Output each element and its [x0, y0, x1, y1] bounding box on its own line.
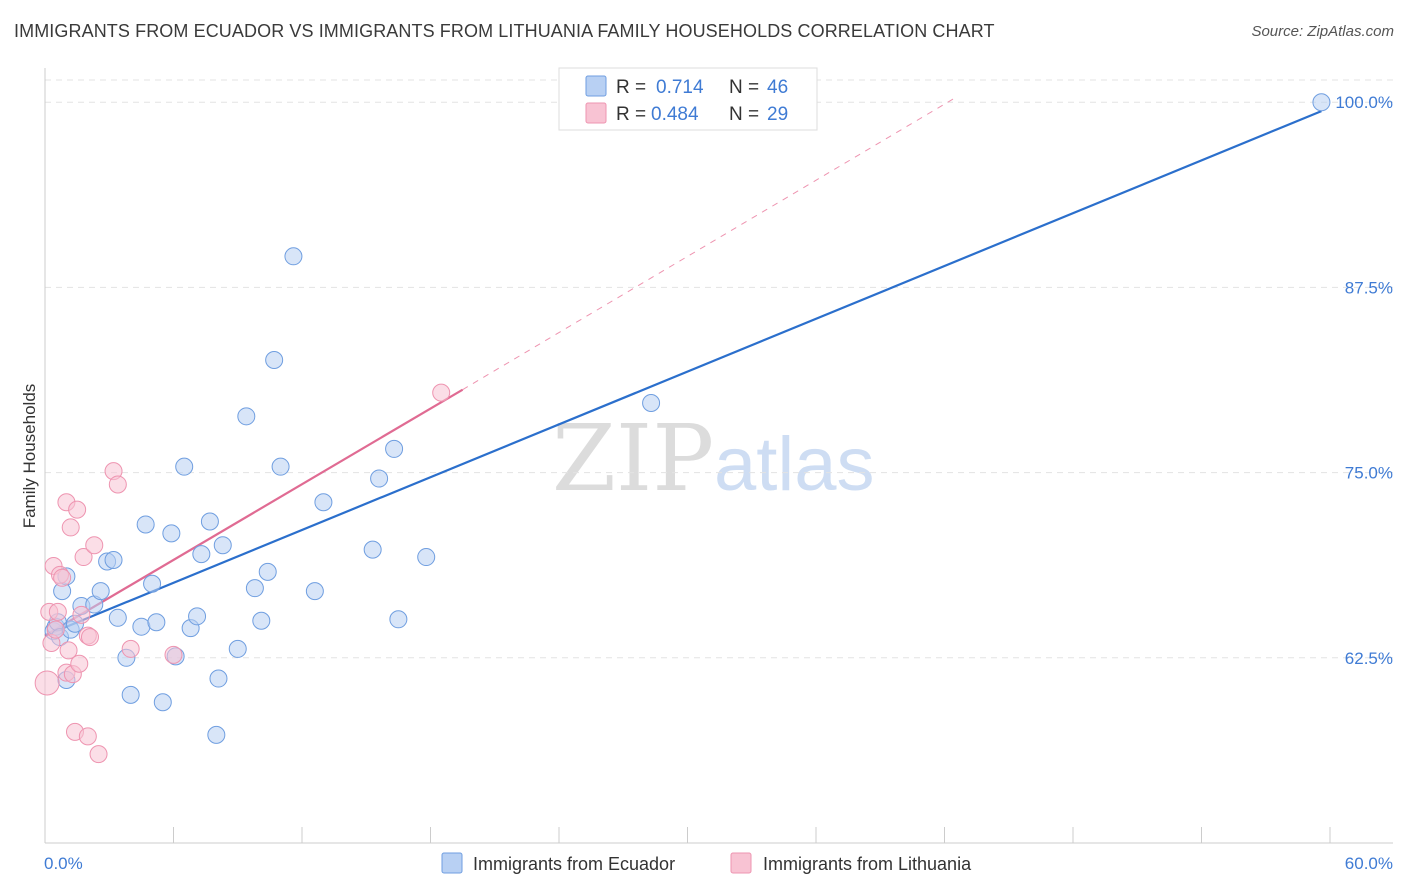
lithuania-point — [48, 602, 67, 621]
lithuania-point — [74, 548, 93, 567]
legend-n-label-lithuania: N = — [729, 104, 759, 125]
legend-n-label-ecuador: N = — [729, 77, 759, 98]
ecuador-point — [104, 551, 123, 570]
legend-swatch-ecuador — [585, 75, 607, 97]
bottom-legend-label-lithuania: Immigrants from Lithuania — [763, 854, 972, 874]
ecuador-point — [370, 469, 389, 488]
lithuania-point — [432, 383, 451, 402]
lithuania-point — [78, 727, 97, 746]
ecuador-point — [389, 610, 408, 629]
x-tick-label-min: 0.0% — [44, 854, 83, 873]
legend-r-value-ecuador: 0.714 — [656, 77, 704, 98]
bottom-legend-label-ecuador: Immigrants from Ecuador — [473, 854, 675, 874]
ecuador-point — [284, 247, 303, 266]
ecuador-point — [209, 669, 228, 688]
ecuador-point — [153, 693, 172, 712]
lithuania-point — [68, 500, 87, 519]
ecuador-point — [91, 582, 110, 601]
ecuador-point — [188, 607, 207, 626]
ecuador-point — [108, 608, 127, 627]
ecuador-point — [305, 582, 324, 601]
lithuania-point — [59, 641, 78, 660]
ecuador-point — [192, 545, 211, 564]
watermark-atlas: atlas — [714, 422, 875, 507]
lithuania-point — [34, 670, 60, 696]
ecuador-point — [642, 393, 661, 412]
ecuador-point — [213, 536, 232, 555]
lithuania-point — [89, 745, 108, 764]
lithuania-point — [108, 475, 127, 494]
gridlines — [45, 79, 1393, 659]
lithuania-point — [70, 654, 89, 673]
ecuador-point — [258, 562, 277, 581]
watermark: ZIP atlas — [552, 405, 875, 512]
ecuador-point — [175, 457, 194, 476]
bottom-legend: Immigrants from Ecuador Immigrants from … — [441, 852, 972, 874]
ecuador-point — [252, 611, 271, 630]
watermark-zip: ZIP — [552, 405, 714, 512]
ecuador-point — [132, 617, 151, 636]
lithuania-point — [53, 568, 72, 587]
ecuador-point — [1312, 93, 1331, 112]
ecuador-point — [200, 512, 219, 531]
legend-n-value-lithuania: 29 — [767, 104, 788, 125]
trend-lines — [44, 97, 1322, 637]
lithuania-point — [80, 628, 99, 647]
x-tick-label-max: 60.0% — [1345, 854, 1393, 873]
y-tick-label: 100.0% — [1335, 93, 1393, 112]
legend-n-value-ecuador: 46 — [767, 77, 788, 98]
y-tick-label: 62.5% — [1345, 649, 1393, 668]
y-axis-tick-labels: 62.5% 75.0% 87.5% 100.0% — [1335, 93, 1393, 668]
ecuador-point — [228, 639, 247, 658]
legend-swatch-lithuania — [585, 102, 607, 124]
source-credit: Source: ZipAtlas.com — [1251, 23, 1394, 40]
ecuador-point — [136, 515, 155, 534]
ecuador-point — [314, 493, 333, 512]
chart-title: IMMIGRANTS FROM ECUADOR VS IMMIGRANTS FR… — [14, 21, 995, 41]
data-points — [34, 93, 1331, 764]
ecuador-point — [265, 351, 284, 370]
legend-r-label-lithuania: R = — [616, 104, 646, 125]
ecuador-point — [363, 540, 382, 559]
legend-r-value-lithuania: 0.484 — [651, 104, 699, 125]
ecuador-point — [121, 685, 140, 704]
lithuania-point — [121, 639, 140, 658]
lithuania-point — [46, 620, 65, 639]
trend-line-lithuania — [44, 388, 464, 637]
y-tick-label: 87.5% — [1345, 278, 1393, 297]
lithuania-point — [164, 645, 183, 664]
ecuador-point — [385, 439, 404, 458]
ecuador-point — [143, 574, 162, 593]
y-axis-label: Family Households — [20, 384, 39, 529]
trend-line-ecuador — [44, 110, 1322, 637]
lithuania-point — [72, 605, 91, 624]
bottom-legend-swatch-ecuador — [441, 852, 463, 874]
ecuador-point — [271, 457, 290, 476]
ecuador-point — [147, 613, 166, 632]
ecuador-point — [207, 725, 226, 744]
ecuador-point — [162, 524, 181, 543]
y-tick-label: 75.0% — [1345, 464, 1393, 483]
ecuador-point — [245, 579, 264, 598]
lithuania-point — [85, 536, 104, 555]
ecuador-point — [237, 407, 256, 426]
trend-line-lithuania-extension — [462, 97, 956, 391]
legend: R = 0.714 N = 46 R = 0.484 N = 29 — [558, 67, 818, 131]
lithuania-point — [61, 518, 80, 537]
x-axis-ticks — [44, 827, 1331, 843]
ecuador-point — [417, 548, 436, 567]
bottom-legend-swatch-lithuania — [730, 852, 752, 874]
legend-r-label-ecuador: R = — [616, 77, 646, 98]
